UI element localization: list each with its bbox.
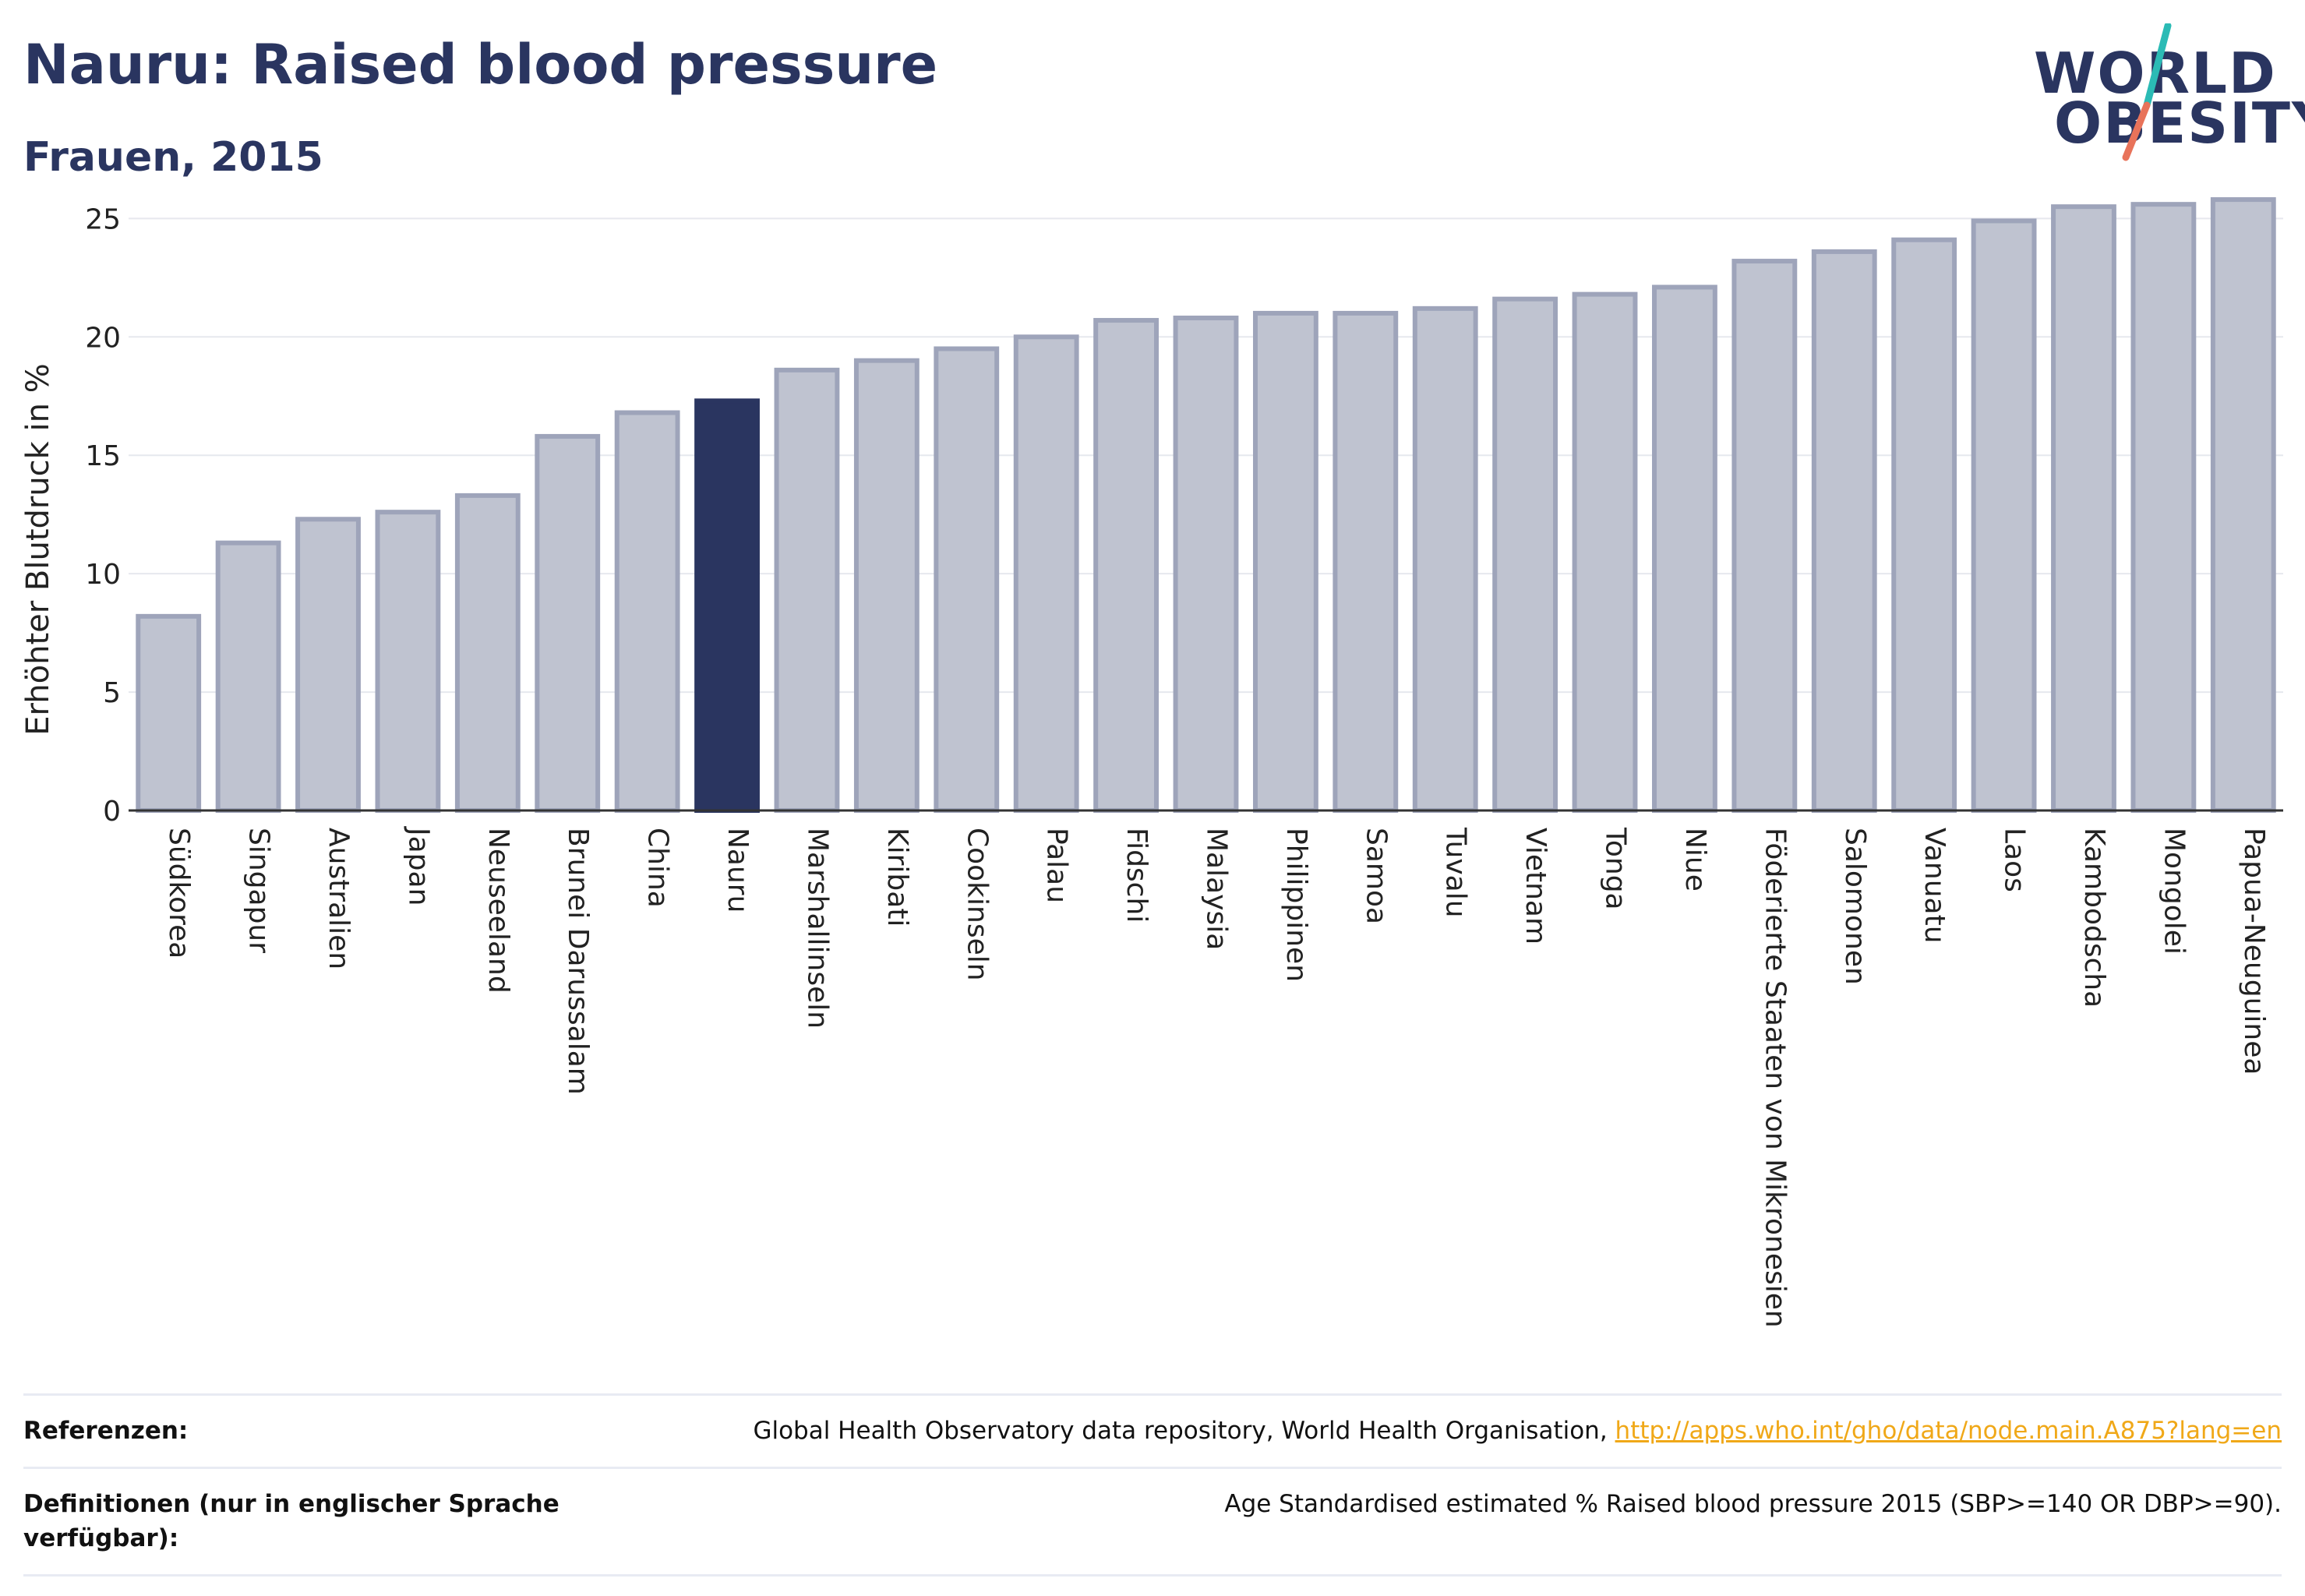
references-link[interactable]: http://apps.who.int/gho/data/node.main.A… [1615, 1417, 2282, 1445]
references-text: Global Health Observatory data repositor… [753, 1417, 1615, 1445]
x-tick-label: Laos [1999, 828, 2031, 892]
bars [136, 197, 2276, 814]
x-tick-label: Nauru [722, 828, 754, 913]
definitions-row: Definitionen (nur in englischer Sprache … [23, 1467, 2282, 1577]
bar [454, 493, 521, 813]
x-axis-labels: Südkorea Singapur Australien Japan Neuseelan… [163, 826, 2270, 1328]
bar [853, 358, 920, 813]
y-tick-label: 0 [103, 796, 121, 828]
bar [1252, 310, 1318, 813]
x-tick-label: Tuvalu [1440, 827, 1472, 918]
y-axis-ticks: 0 5 10 15 20 25 [85, 203, 121, 828]
bar [1971, 218, 2037, 813]
y-tick-label: 25 [85, 203, 121, 235]
x-tick-label: Fidschi [1121, 828, 1152, 923]
bar [2130, 202, 2197, 813]
x-tick-label: Singapur [243, 828, 275, 953]
logo-line-2: OBESITY [2054, 90, 2305, 156]
bar-chart: 0 5 10 15 20 25 Südkorea Singapur Australien Jap… [20, 197, 2283, 1328]
bar [1013, 334, 1079, 814]
bar [1492, 296, 1558, 813]
x-tick-label: Neuseeland [482, 828, 514, 994]
x-tick-label: Vietnam [1520, 828, 1551, 945]
chart-title: Nauru: Raised blood pressure [23, 33, 938, 97]
bar [2051, 204, 2116, 813]
bar [1891, 237, 1957, 813]
x-tick-label: Marshallinseln [801, 828, 833, 1029]
bar [375, 510, 441, 813]
bar [2210, 197, 2276, 814]
chart-subtitle: Frauen, 2015 [23, 134, 323, 181]
x-tick-label: Brunei Darussalam [562, 828, 594, 1095]
x-tick-label: Mongolei [2158, 828, 2190, 955]
x-tick-label: Cookinseln [961, 828, 993, 981]
x-tick-label: China [642, 828, 674, 908]
bar [1093, 318, 1160, 814]
bar [1572, 291, 1638, 814]
x-tick-label: Philippinen [1280, 828, 1312, 982]
bar [1731, 259, 1798, 814]
y-tick-label: 20 [85, 322, 121, 354]
bar [1652, 284, 1717, 813]
x-tick-label: Kiribati [881, 828, 913, 927]
logo-slash-icon [2122, 23, 2172, 161]
x-tick-label: Südkorea [163, 828, 195, 959]
x-tick-label: Samoa [1360, 828, 1392, 924]
references-section: Referenzen: Global Health Observatory da… [23, 1393, 2282, 1577]
x-tick-label: Kambodscha [2078, 828, 2110, 1008]
bar [934, 346, 1000, 813]
bar [614, 410, 680, 813]
bar [774, 367, 840, 814]
bar [136, 613, 202, 813]
references-value: Global Health Observatory data repositor… [753, 1414, 2282, 1448]
references-row: Referenzen: Global Health Observatory da… [23, 1393, 2282, 1467]
bar [694, 398, 760, 814]
x-tick-label: Niue [1679, 828, 1711, 892]
bar [295, 517, 361, 813]
bar [1811, 249, 1877, 813]
x-tick-label: Palau [1041, 828, 1073, 903]
bar [1412, 305, 1478, 814]
y-axis-title: Erhöhter Blutdruck in % [20, 363, 56, 735]
x-tick-label: Föderierte Staaten von Mikronesien [1759, 828, 1791, 1328]
world-obesity-logo: WORLD OBESITY [2034, 23, 2305, 164]
x-tick-label: Papua-Neuguinea [2238, 828, 2270, 1075]
x-tick-label: Salomonen [1839, 828, 1871, 985]
x-tick-label: Malaysia [1201, 828, 1233, 950]
bar [215, 540, 281, 813]
y-tick-label: 5 [103, 677, 121, 709]
bar [535, 433, 601, 813]
y-tick-label: 10 [85, 559, 121, 591]
bar [1173, 316, 1239, 813]
y-tick-label: 15 [85, 440, 121, 472]
bar [1333, 310, 1399, 813]
x-tick-label: Australien [323, 828, 355, 969]
x-tick-label: Vanuatu [1918, 828, 1950, 944]
x-tick-label: Japan [402, 826, 434, 906]
definitions-label: Definitionen (nur in englischer Sprache … [23, 1490, 559, 1552]
x-tick-label: Tonga [1600, 827, 1632, 910]
references-label: Referenzen: [23, 1417, 189, 1445]
definitions-value: Age Standardised estimated % Raised bloo… [1224, 1490, 2282, 1519]
